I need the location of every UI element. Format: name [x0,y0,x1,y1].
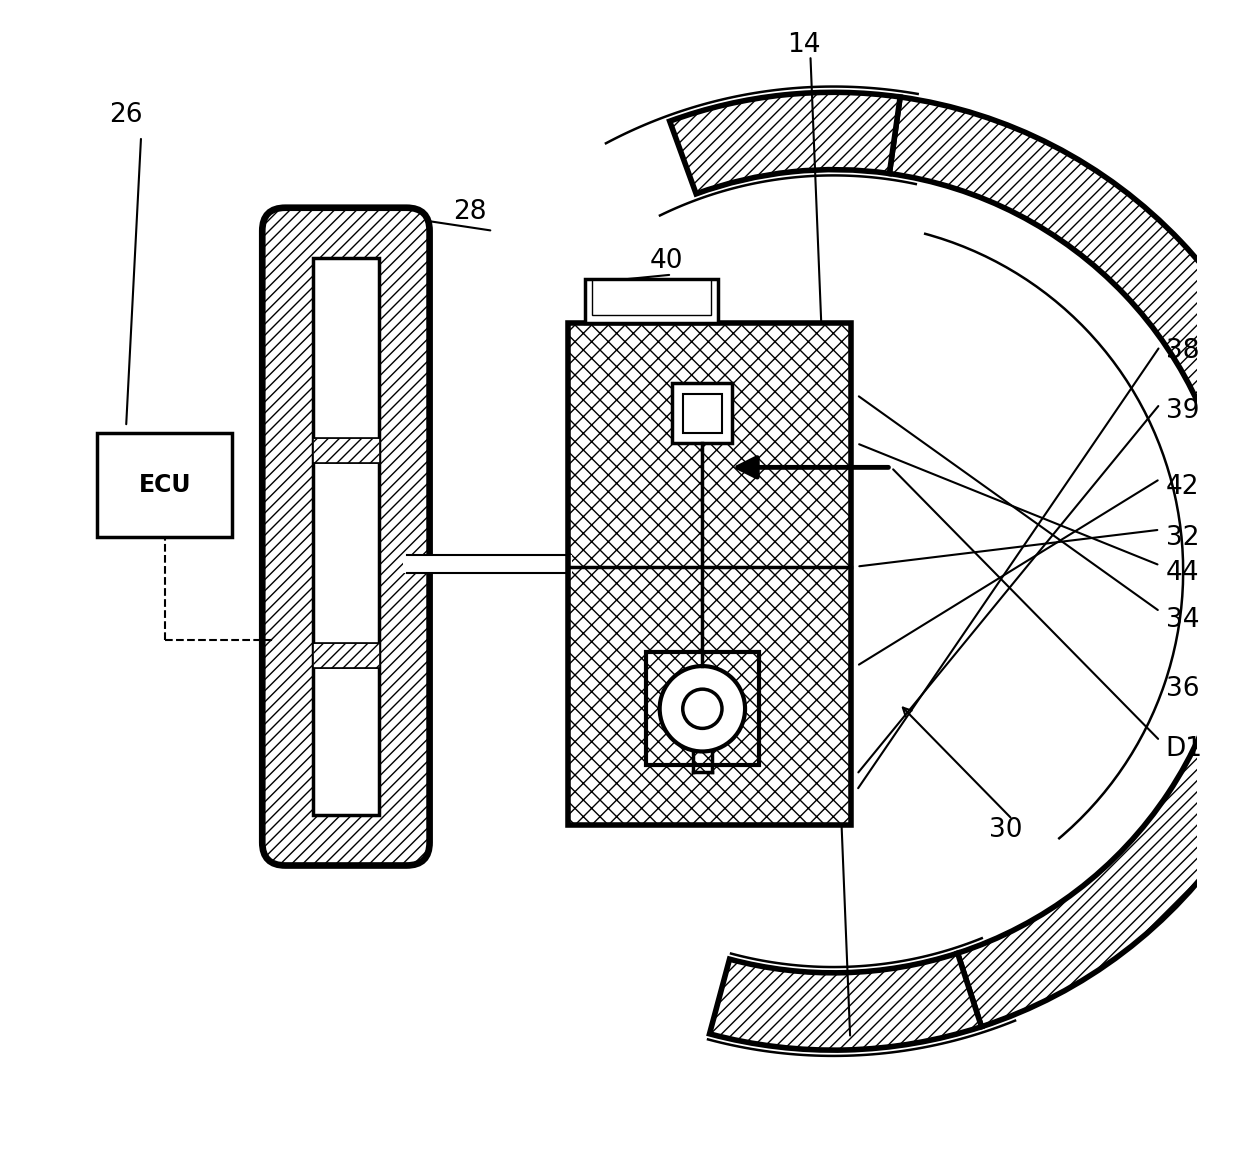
Bar [646,652,759,765]
Text: 38: 38 [1166,338,1199,364]
Text: 26: 26 [109,103,143,128]
Bar [568,323,851,567]
Bar [97,433,232,537]
Wedge shape [889,97,1240,1027]
Circle shape [660,666,745,751]
Text: 40: 40 [650,248,683,273]
Bar [312,437,378,463]
Text: ECU: ECU [139,473,191,496]
Bar [312,643,378,668]
Text: 37: 37 [361,413,394,439]
Bar [568,323,851,567]
Bar [568,323,851,825]
Text: 14: 14 [787,32,821,58]
Wedge shape [709,953,982,1050]
Bar [585,279,718,323]
FancyBboxPatch shape [263,208,429,866]
Bar [683,394,722,433]
Wedge shape [670,92,900,194]
Bar [593,280,712,315]
Text: 44: 44 [1166,561,1199,586]
Bar [568,323,851,825]
Text: 39: 39 [1166,398,1199,424]
Text: 30: 30 [990,817,1023,842]
Text: 28: 28 [453,200,486,225]
Circle shape [683,689,722,728]
Bar [672,383,733,443]
Text: 32: 32 [1166,525,1199,550]
Text: 42: 42 [1166,474,1199,500]
Bar [403,555,572,574]
Bar [312,258,378,815]
Bar [568,323,851,567]
Text: 34: 34 [1166,607,1199,632]
Text: D1: D1 [1166,736,1203,762]
Text: 36: 36 [1166,676,1199,702]
